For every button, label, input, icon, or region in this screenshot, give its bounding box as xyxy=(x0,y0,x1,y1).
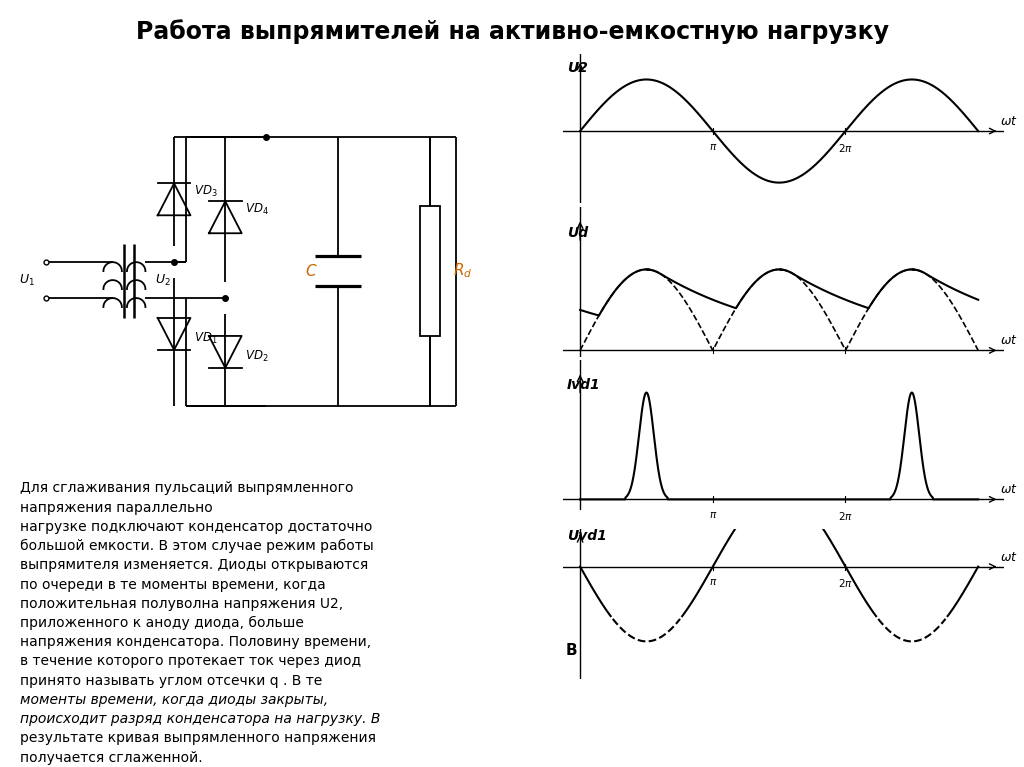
Text: результате кривая выпрямленного напряжения: результате кривая выпрямленного напряжен… xyxy=(20,732,377,746)
Text: B: B xyxy=(565,644,577,658)
Text: $\pi$: $\pi$ xyxy=(709,510,717,520)
Text: $\pi$: $\pi$ xyxy=(709,577,717,587)
Text: $2\pi$: $2\pi$ xyxy=(838,361,853,373)
Text: $VD_3$: $VD_3$ xyxy=(194,184,217,199)
Text: $\pi$: $\pi$ xyxy=(709,142,717,152)
Text: $U_2$: $U_2$ xyxy=(156,272,171,288)
Bar xyxy=(420,206,440,336)
Text: приложенного к аноду диода, больше: приложенного к аноду диода, больше xyxy=(20,616,304,630)
Text: положительная полуволна напряжения U2,: положительная полуволна напряжения U2, xyxy=(20,597,344,611)
Text: $VD_4$: $VD_4$ xyxy=(245,202,268,217)
Text: $2\pi$: $2\pi$ xyxy=(838,510,853,522)
Text: большой емкости. В этом случае режим работы: большой емкости. В этом случае режим раб… xyxy=(20,539,374,553)
Text: $\pi$: $\pi$ xyxy=(709,361,717,371)
Text: получается сглаженной.: получается сглаженной. xyxy=(20,751,203,765)
Text: $2\pi$: $2\pi$ xyxy=(838,142,853,153)
Text: $VD_2$: $VD_2$ xyxy=(245,349,268,364)
Text: $\omega t$: $\omega t$ xyxy=(1000,334,1018,347)
Text: U2: U2 xyxy=(566,61,588,74)
Text: Ivd1: Ivd1 xyxy=(566,378,600,393)
Text: $C$: $C$ xyxy=(305,263,317,279)
Text: напряжения конденсатора. Половину времени,: напряжения конденсатора. Половину времен… xyxy=(20,635,372,649)
Text: Uvd1: Uvd1 xyxy=(566,529,606,543)
Text: выпрямителя изменяется. Диоды открываются: выпрямителя изменяется. Диоды открываютс… xyxy=(20,558,369,572)
Text: напряжения параллельно: напряжения параллельно xyxy=(20,501,213,515)
Text: $VD_1$: $VD_1$ xyxy=(194,331,217,347)
Text: $\omega t$: $\omega t$ xyxy=(1000,483,1018,496)
Text: Для сглаживания пульсаций выпрямленного: Для сглаживания пульсаций выпрямленного xyxy=(20,482,354,495)
Text: Работа выпрямителей на активно-емкостную нагрузку: Работа выпрямителей на активно-емкостную… xyxy=(135,19,889,44)
Text: $U_1$: $U_1$ xyxy=(18,272,35,288)
Text: $\omega t$: $\omega t$ xyxy=(1000,551,1018,564)
Text: принято называть углом отсечки q . В те: принято называть углом отсечки q . В те xyxy=(20,673,323,688)
Text: $\omega t$: $\omega t$ xyxy=(1000,115,1018,128)
Text: $2\pi$: $2\pi$ xyxy=(838,577,853,589)
Text: нагрузке подключают конденсатор достаточно: нагрузке подключают конденсатор достаточ… xyxy=(20,520,373,534)
Text: моменты времени, когда диоды закрыты,: моменты времени, когда диоды закрыты, xyxy=(20,693,329,707)
Text: Ud: Ud xyxy=(566,226,588,240)
Text: по очереди в те моменты времени, когда: по очереди в те моменты времени, когда xyxy=(20,578,327,591)
Text: в течение которого протекает ток через диод: в течение которого протекает ток через д… xyxy=(20,654,361,669)
Text: $R_d$: $R_d$ xyxy=(453,262,472,281)
Text: происходит разряд конденсатора на нагрузку. В: происходит разряд конденсатора на нагруз… xyxy=(20,713,381,726)
